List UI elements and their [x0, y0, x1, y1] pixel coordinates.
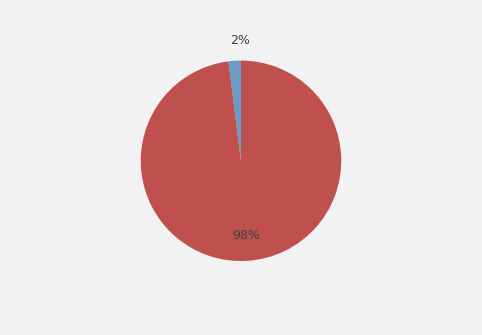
Text: 98%: 98% [232, 229, 260, 242]
Wedge shape [228, 61, 241, 161]
Text: 2%: 2% [229, 34, 250, 47]
Wedge shape [141, 61, 341, 261]
